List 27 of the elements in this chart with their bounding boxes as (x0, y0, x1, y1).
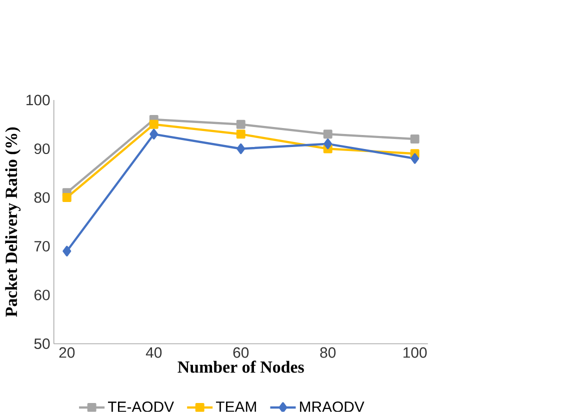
y-tick-label: 70 (34, 241, 50, 252)
point (236, 120, 246, 129)
legend-label: MRAODV (300, 402, 364, 412)
y-tick-label: 100 (26, 94, 50, 106)
x-tick-label: 20 (59, 347, 75, 358)
x-tick-label: 80 (320, 347, 336, 358)
y-tick-label: 80 (34, 192, 50, 203)
point (236, 144, 246, 154)
point (410, 134, 420, 144)
point (62, 193, 72, 202)
y-tick-label: 90 (34, 144, 50, 154)
y-tick-label: 50 (34, 338, 50, 350)
y-axis-title: Packet Delivery Ratio (%) (5, 128, 21, 317)
x-tick-label: 40 (146, 347, 162, 358)
x-tick-label: 100 (404, 347, 427, 358)
x-axis-title: Number of Nodes (178, 360, 304, 373)
point (62, 246, 72, 257)
point (324, 138, 332, 150)
point (149, 120, 158, 129)
legend-label: TE-AODV (108, 402, 174, 412)
point (150, 128, 158, 140)
legend-label: TEAM (216, 402, 256, 412)
point (410, 153, 420, 164)
point (236, 130, 246, 139)
point (323, 130, 332, 139)
x-tick-label: 60 (233, 347, 249, 358)
y-tick-label: 60 (34, 290, 50, 300)
